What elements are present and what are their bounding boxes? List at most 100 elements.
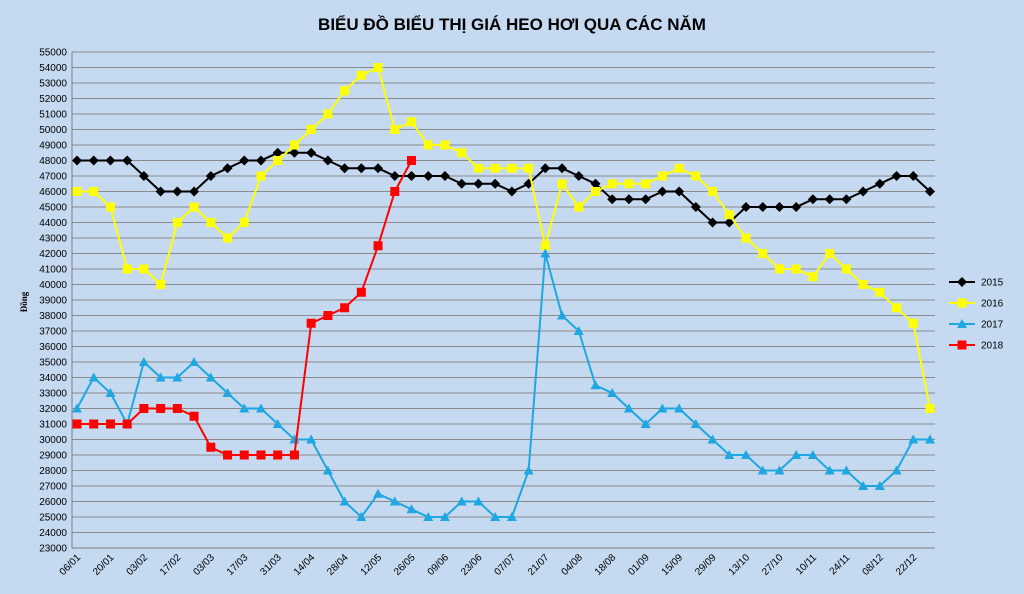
legend-label: 2016	[981, 299, 1004, 310]
point-marker	[406, 171, 417, 181]
point-marker	[172, 186, 183, 197]
series-2018	[72, 156, 417, 460]
point-marker	[306, 318, 316, 328]
point-marker	[289, 147, 300, 158]
point-marker	[138, 357, 149, 366]
point-marker	[356, 163, 367, 174]
point-marker	[172, 372, 183, 382]
point-marker	[858, 481, 869, 490]
point-marker	[757, 202, 768, 212]
point-marker	[490, 163, 500, 173]
point-marker	[908, 318, 918, 328]
point-marker	[189, 357, 200, 366]
point-marker	[507, 163, 517, 173]
y-tick-label: 50000	[39, 125, 67, 136]
point-marker	[423, 140, 433, 150]
y-tick-label: 26000	[39, 497, 67, 508]
point-marker	[339, 163, 350, 174]
point-marker	[957, 340, 967, 350]
point-marker	[457, 148, 467, 158]
y-tick-label: 49000	[39, 141, 67, 152]
point-marker	[139, 404, 149, 413]
point-marker	[473, 163, 483, 173]
point-marker	[390, 125, 400, 134]
legend-label: 2017	[981, 320, 1004, 331]
point-marker	[306, 125, 316, 134]
point-marker	[322, 465, 333, 475]
point-marker	[841, 465, 852, 475]
point-marker	[340, 86, 350, 96]
point-marker	[875, 287, 885, 297]
point-marker	[957, 277, 967, 287]
point-marker	[774, 465, 785, 475]
y-tick-label: 28000	[39, 466, 67, 477]
point-marker	[155, 186, 166, 197]
point-marker	[373, 63, 383, 72]
point-marker	[623, 403, 634, 413]
point-marker	[423, 171, 434, 181]
point-marker	[557, 163, 568, 174]
point-marker	[774, 264, 784, 274]
point-marker	[741, 450, 752, 459]
point-marker	[273, 450, 283, 460]
point-marker	[306, 434, 317, 444]
point-marker	[858, 280, 868, 289]
point-marker	[874, 178, 885, 189]
y-tick-label: 48000	[39, 156, 67, 167]
point-marker	[691, 171, 701, 181]
y-tick-label: 37000	[39, 327, 67, 338]
point-marker	[908, 171, 919, 181]
point-marker	[105, 388, 116, 397]
point-marker	[440, 140, 450, 150]
point-marker	[490, 512, 501, 521]
point-marker	[439, 171, 450, 181]
point-marker	[356, 512, 367, 521]
point-marker	[490, 178, 501, 189]
point-marker	[623, 194, 634, 205]
point-marker	[607, 179, 617, 189]
point-marker	[239, 450, 249, 460]
point-marker	[607, 194, 618, 205]
point-marker	[807, 194, 818, 205]
y-tick-label: 36000	[39, 342, 67, 353]
point-marker	[624, 179, 634, 189]
point-marker	[156, 404, 166, 413]
point-marker	[273, 156, 283, 165]
point-marker	[155, 372, 166, 382]
point-marker	[89, 187, 99, 196]
point-marker	[640, 194, 651, 205]
series-group	[72, 63, 935, 521]
point-marker	[807, 450, 818, 459]
point-marker	[824, 465, 835, 475]
series-2016	[72, 63, 935, 413]
point-marker	[439, 512, 450, 521]
point-marker	[189, 411, 199, 421]
point-marker	[356, 287, 366, 297]
y-tick-label: 41000	[39, 265, 67, 276]
legend-item: 2016	[949, 298, 1004, 310]
point-marker	[356, 70, 366, 80]
point-marker	[690, 202, 701, 212]
point-marker	[957, 298, 967, 308]
point-marker	[724, 450, 735, 459]
point-marker	[72, 155, 82, 166]
point-marker	[690, 419, 701, 428]
series-line	[77, 151, 931, 224]
series-2015	[72, 147, 935, 228]
point-marker	[708, 187, 718, 196]
point-marker	[524, 163, 534, 173]
point-marker	[156, 280, 166, 289]
point-marker	[456, 178, 467, 189]
point-marker	[724, 217, 735, 228]
point-marker	[205, 372, 216, 382]
point-marker	[573, 326, 584, 335]
legend-item: 2017	[949, 319, 1004, 331]
point-marker	[222, 388, 233, 397]
point-marker	[841, 264, 851, 274]
point-marker	[473, 178, 484, 189]
y-tick-label: 38000	[39, 311, 67, 322]
point-marker	[825, 249, 835, 258]
y-tick-label: 45000	[39, 203, 67, 214]
series-line	[77, 66, 931, 409]
